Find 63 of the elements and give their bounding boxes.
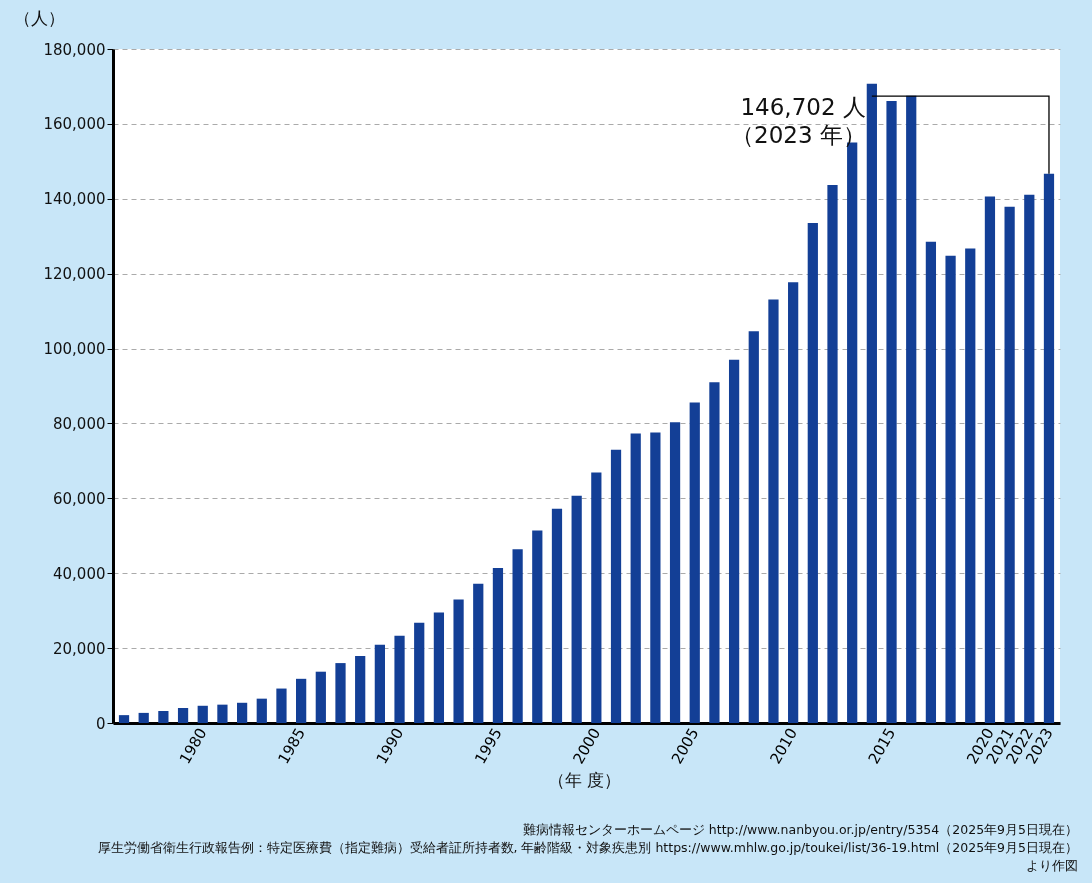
bar	[709, 382, 720, 723]
bar	[236, 702, 248, 723]
bar	[355, 655, 366, 723]
y-tick-label: 180,000	[43, 40, 106, 59]
bar	[1043, 173, 1055, 723]
bar	[335, 663, 346, 723]
bar	[827, 184, 838, 723]
bar	[473, 583, 484, 723]
bar	[748, 331, 759, 723]
bar	[374, 644, 385, 723]
bar	[276, 688, 287, 723]
y-tick-label: 0	[95, 714, 106, 733]
bar	[630, 433, 641, 723]
y-tick-label: 160,000	[43, 115, 106, 134]
bar	[669, 422, 681, 723]
bar	[945, 255, 956, 723]
bar	[414, 622, 425, 723]
bar	[453, 599, 464, 723]
bar	[118, 715, 130, 723]
bar	[217, 704, 228, 723]
bar	[532, 530, 543, 723]
y-tick-label: 140,000	[43, 190, 106, 209]
annotation: 146,702 人（2023 年）	[731, 94, 866, 149]
bar	[689, 402, 700, 723]
bar	[492, 567, 504, 723]
bar	[866, 83, 877, 723]
y-tick-label: 40,000	[53, 564, 106, 583]
bar	[906, 95, 917, 723]
bar	[433, 612, 445, 723]
bar	[984, 196, 996, 723]
y-tick-label: 100,000	[43, 340, 106, 359]
bar	[807, 223, 818, 723]
bar	[138, 712, 149, 723]
y-axis-title: （人）	[13, 7, 65, 28]
bar	[512, 549, 523, 723]
y-tick-label: 60,000	[53, 489, 106, 508]
text: 厚生労働省衛生行政報告例：特定医療費（指定難病）受給者証所持者数, 年齢階級・対象疾患別 https://www.mhlw.go.jp/toukei/list/36-19.html（2025年9月5日現在）	[96, 839, 1078, 857]
y-tick-label: 20,000	[53, 639, 106, 658]
text: より作図	[1025, 857, 1078, 875]
bar	[886, 101, 897, 723]
bar	[394, 635, 405, 723]
bar	[1024, 194, 1035, 723]
y-tick-label: 120,000	[43, 265, 106, 284]
bar	[610, 449, 622, 723]
bar	[571, 495, 582, 723]
bar	[650, 432, 661, 723]
bar	[256, 698, 267, 723]
bar	[551, 508, 563, 723]
bar	[315, 671, 326, 723]
bar	[925, 241, 937, 723]
bar	[788, 282, 799, 723]
bar	[1004, 206, 1015, 723]
bar	[591, 472, 602, 723]
x-axis-title: （年 度）	[547, 769, 622, 790]
bar	[197, 705, 208, 723]
text: 難病情報センターホームページ http://www.nanbyou.or.jp/entry/5354（2025年9月5日現在）	[521, 821, 1078, 839]
bar	[177, 708, 189, 723]
bar	[768, 299, 779, 723]
bar	[965, 248, 976, 723]
bar	[158, 711, 169, 723]
y-tick-label: 80,000	[53, 414, 106, 433]
bar	[296, 678, 307, 723]
bar	[728, 359, 740, 723]
